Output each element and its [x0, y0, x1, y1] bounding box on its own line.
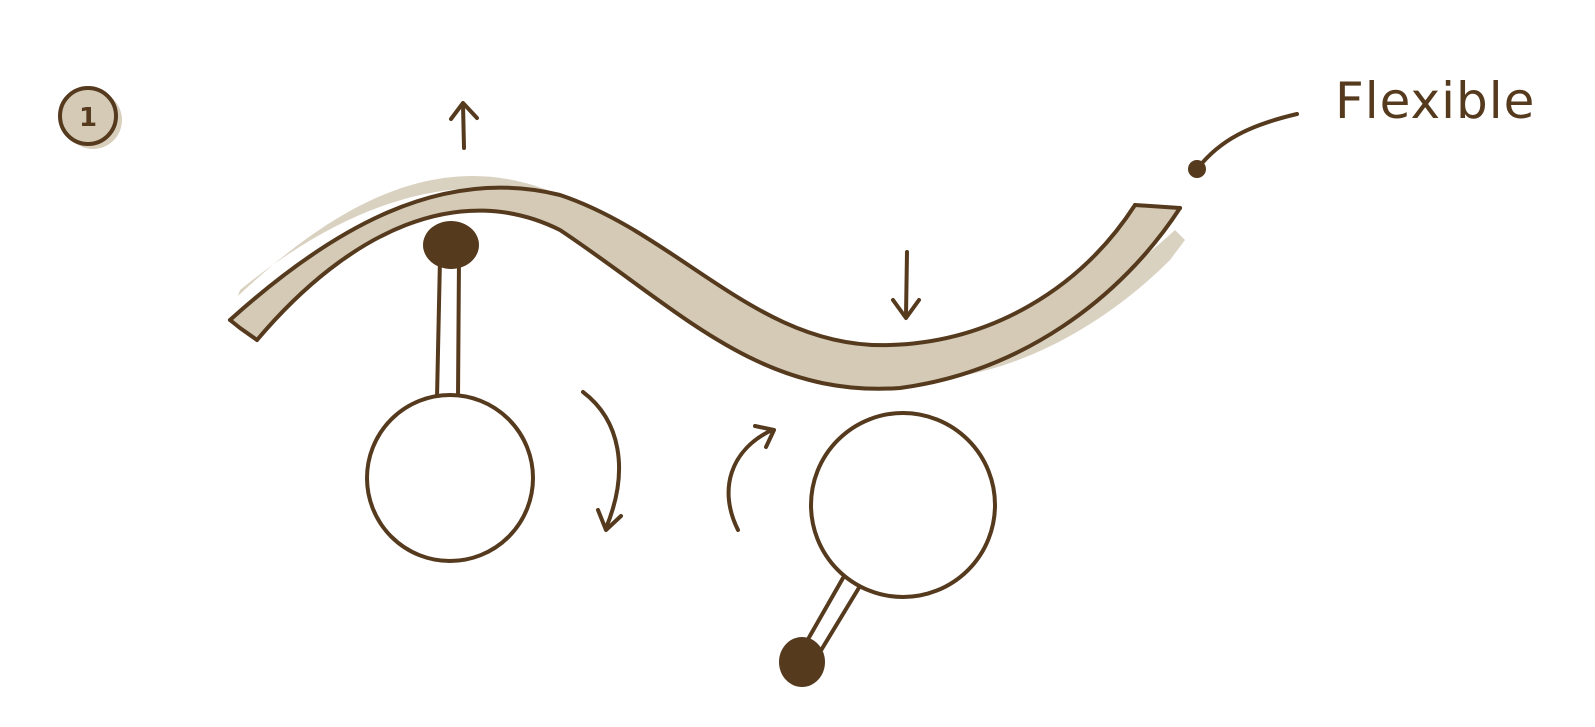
band-body	[230, 187, 1180, 389]
arrow-down-icon	[891, 250, 921, 320]
band-left-cap	[228, 318, 259, 342]
left-wheel-assembly	[365, 221, 535, 563]
step-number: 1	[79, 103, 97, 133]
right-rod	[801, 576, 862, 654]
right-wheel	[809, 411, 997, 599]
right-wheel-assembly	[779, 411, 997, 687]
band-bottom-edge	[255, 206, 1182, 391]
left-knob	[423, 221, 479, 269]
clockwise-arrow-icon	[581, 390, 623, 532]
flexible-label: Flexible	[1335, 72, 1535, 130]
band-top-edge	[228, 185, 1137, 348]
callout-dot	[1188, 160, 1206, 178]
flexible-band	[228, 175, 1185, 391]
left-rod	[435, 256, 461, 400]
band-right-cap	[1133, 203, 1182, 210]
left-wheel	[365, 393, 535, 563]
arrow-up-icon	[449, 101, 479, 150]
right-knob	[779, 637, 825, 687]
callout-leader	[1188, 112, 1299, 178]
step-badge: 1	[58, 86, 122, 149]
counterclockwise-arrow-icon	[726, 424, 776, 532]
